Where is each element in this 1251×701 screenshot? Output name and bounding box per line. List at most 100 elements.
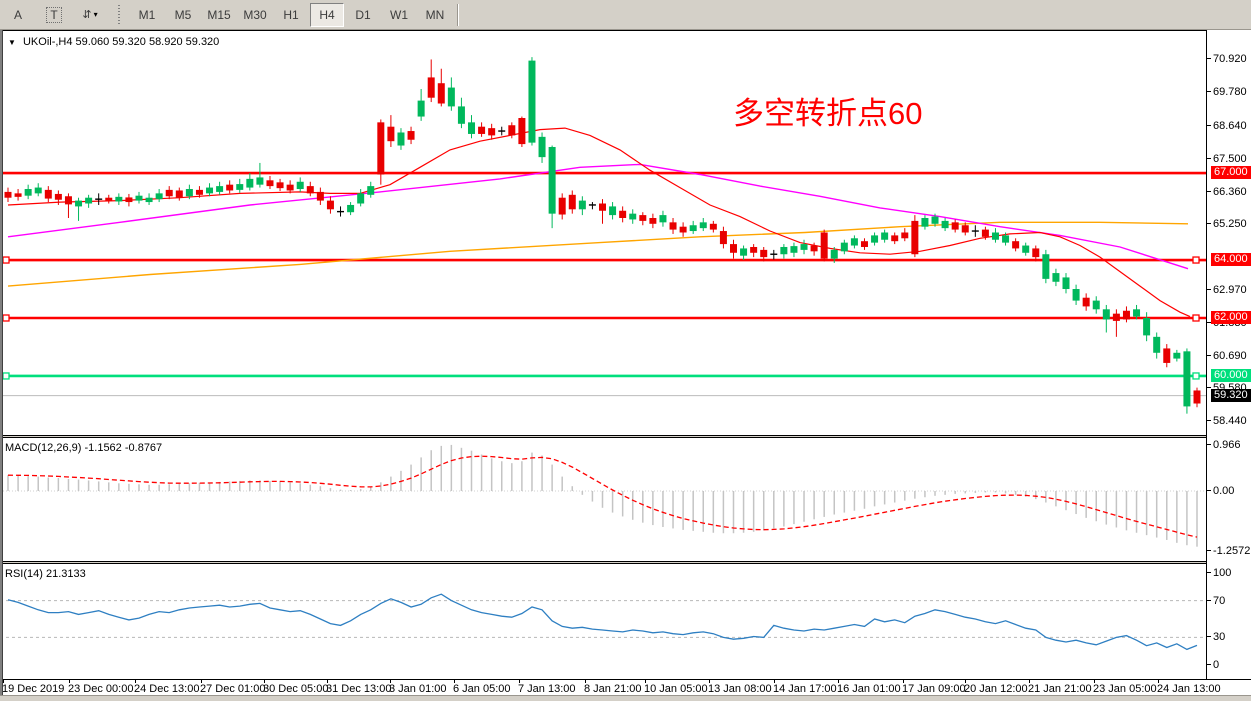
timeframe-button-h1[interactable]: H1: [274, 2, 308, 27]
chevron-down-icon: ▾: [93, 10, 98, 19]
time-label: 30 Dec 05:00: [263, 683, 329, 695]
toolbar: A T ⇵ ▾ M1 M5 M15 M30 H1 H4 D1 W1 MN: [0, 0, 1251, 30]
arrow-style-tool-label: A: [13, 7, 22, 22]
time-tick: [965, 680, 966, 683]
price-badge-64.000: 64.000: [1211, 253, 1251, 267]
timeframe-button-m15[interactable]: M15: [202, 2, 236, 27]
arrows-dropdown-button[interactable]: ⇵ ▾: [73, 2, 107, 27]
time-tick: [774, 680, 775, 683]
timeframe-button-d1[interactable]: D1: [346, 2, 380, 27]
toolbar-grip-handle[interactable]: [116, 4, 123, 25]
price-axis[interactable]: 70.920 69.780 68.640 67.500 66.360 65.250 62.9…: [1207, 30, 1251, 679]
price-tick: 67.500: [1207, 153, 1247, 165]
timeframe-toolbar: M1 M5 M15 M30 H1 H4 D1 W1 MN: [129, 2, 453, 27]
rsi-axis-tick: 30: [1207, 631, 1225, 643]
rsi-name: RSI(14): [5, 568, 43, 580]
time-label: 7 Jan 13:00: [518, 683, 576, 695]
price-badge-67.000: 67.000: [1211, 166, 1251, 180]
macd-axis-tick: 0.966: [1207, 439, 1241, 451]
time-tick: [327, 680, 328, 683]
timeframe-button-m1[interactable]: M1: [130, 2, 164, 27]
time-label: 21 Jan 21:00: [1028, 683, 1092, 695]
time-label: 23 Jan 05:00: [1093, 683, 1157, 695]
macd-axis-tick: 0.00: [1207, 485, 1234, 497]
time-label: 23 Dec 00:00: [68, 683, 134, 695]
time-tick: [264, 680, 265, 683]
time-tick: [519, 680, 520, 683]
time-label: 17 Jan 09:00: [902, 683, 966, 695]
price-tick: 69.780: [1207, 86, 1247, 98]
time-tick: [69, 680, 70, 683]
chart-title: ▼ UKOil-,H4 59.060 59.320 58.920 59.320: [8, 36, 219, 48]
time-label: 10 Jan 05:00: [644, 683, 708, 695]
time-tick: [1094, 680, 1095, 683]
panel-splitter-rsi[interactable]: [0, 561, 1251, 564]
arrows-icon: ⇵: [82, 9, 92, 21]
hline-layer: [0, 171, 1206, 397]
time-tick: [645, 680, 646, 683]
arrow-style-tool-button[interactable]: A: [1, 2, 35, 27]
price-tick: 66.360: [1207, 186, 1247, 198]
rsi-chart-canvas: [0, 593, 1206, 651]
chart-title-text: UKOil-,H4 59.060 59.320 58.920 59.320: [22, 36, 220, 48]
time-tick: [709, 680, 710, 683]
time-label: 20 Jan 12:00: [964, 683, 1028, 695]
ma-line: [7, 163, 1189, 270]
price-tick: 60.690: [1207, 350, 1247, 362]
time-tick: [903, 680, 904, 683]
price-tick: 70.920: [1207, 53, 1247, 65]
window-left-edge: [0, 30, 3, 695]
ma-line: [7, 221, 1189, 287]
macd-name: MACD(12,26,9): [5, 442, 82, 454]
price-tick: 68.640: [1207, 120, 1247, 132]
macd-value-main: -1.1562: [84, 442, 122, 454]
timeframe-button-m30[interactable]: M30: [238, 2, 272, 27]
macd-histogram-layer: [7, 444, 1198, 547]
rsi-axis-tick: 0: [1207, 659, 1219, 671]
time-tick: [135, 680, 136, 683]
chart-right-border: [1206, 30, 1207, 679]
rsi-panel[interactable]: [0, 564, 1206, 679]
macd-indicator-label: MACD(12,26,9) -1.1562 -0.8767: [5, 442, 162, 454]
time-tick: [1029, 680, 1030, 683]
time-label: 19 Dec 2019: [2, 683, 65, 695]
time-label: 16 Jan 01:00: [837, 683, 901, 695]
price-badge-62.000: 62.000: [1211, 311, 1251, 324]
macd-chart-canvas: [0, 444, 1206, 547]
time-tick: [1158, 680, 1159, 683]
time-tick: [585, 680, 586, 683]
time-label: 13 Jan 08:00: [708, 683, 772, 695]
text-label-tool-button[interactable]: T: [37, 2, 71, 27]
time-label: 14 Jan 17:00: [773, 683, 837, 695]
triangle-down-icon: ▼: [8, 38, 16, 47]
price-tick: 58.440: [1207, 415, 1247, 427]
time-tick: [201, 680, 202, 683]
timeframe-button-m5[interactable]: M5: [166, 2, 200, 27]
annotation-text: 多空转折点60: [733, 96, 923, 131]
rsi-axis-tick: 100: [1207, 567, 1231, 579]
price-badge-60.000: 60.000: [1211, 368, 1251, 382]
time-tick: [390, 680, 391, 683]
price-tick: 65.250: [1207, 218, 1247, 230]
candles-layer: [4, 57, 1201, 414]
time-label: 3 Jan 01:00: [389, 683, 447, 695]
macd-panel[interactable]: [0, 438, 1206, 561]
text-label-tool-label: T: [46, 6, 62, 23]
time-label: 31 Dec 13:00: [326, 683, 392, 695]
macd-axis-tick: -1.2572: [1207, 545, 1250, 557]
timeframe-button-w1[interactable]: W1: [382, 2, 416, 27]
macd-value-signal: -0.8767: [124, 442, 163, 454]
rsi-indicator-label: RSI(14) 21.3133: [5, 568, 86, 580]
panel-splitter-macd[interactable]: [0, 435, 1251, 438]
timeframe-button-mn[interactable]: MN: [418, 2, 452, 27]
price-badge-59.320: 59.320: [1211, 388, 1251, 402]
time-tick: [454, 680, 455, 683]
main-chart-area[interactable]: [0, 30, 1206, 435]
candlestick-chart-canvas[interactable]: [0, 31, 1206, 435]
time-label: 6 Jan 05:00: [453, 683, 511, 695]
time-label: 8 Jan 21:00: [584, 683, 642, 695]
ma-line: [7, 127, 1191, 318]
window-bottom-edge: [0, 695, 1251, 701]
timeframe-button-h4[interactable]: H4: [310, 2, 344, 27]
